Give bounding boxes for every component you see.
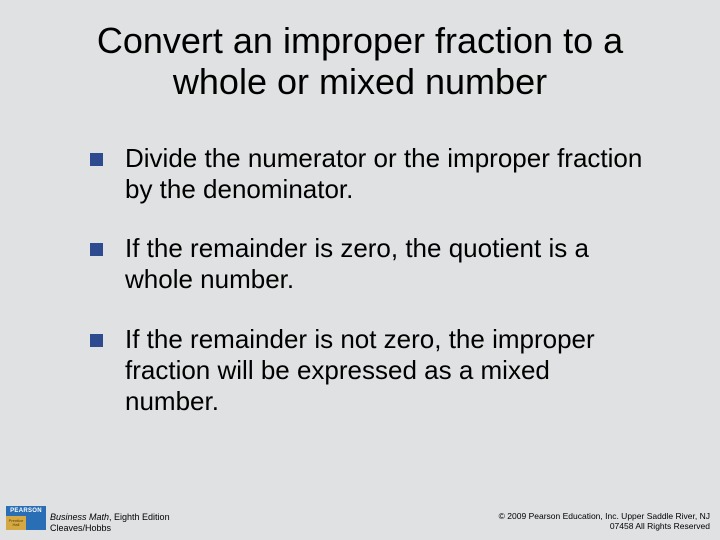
slide-title: Convert an improper fraction to a whole …	[0, 0, 720, 103]
logo-blue-block	[26, 516, 46, 530]
book-edition: , Eighth Edition	[109, 512, 170, 522]
bullet-square-icon	[90, 153, 103, 166]
slide: Convert an improper fraction to a whole …	[0, 0, 720, 540]
publisher-block: PEARSON Prentice Hall Business Math, Eig…	[6, 506, 170, 534]
pearson-sublogo: Prentice Hall	[6, 516, 46, 530]
bullet-square-icon	[90, 243, 103, 256]
list-item: If the remainder is zero, the quotient i…	[90, 233, 650, 295]
book-info: Business Math, Eighth Edition Cleaves/Ho…	[50, 512, 170, 534]
book-title: Business Math	[50, 512, 109, 522]
pearson-logo-icon: PEARSON Prentice Hall	[6, 506, 46, 534]
copyright-line1: © 2009 Pearson Education, Inc. Upper Sad…	[499, 511, 710, 522]
prentice-hall-text: Prentice Hall	[6, 519, 26, 527]
bullet-square-icon	[90, 334, 103, 347]
copyright: © 2009 Pearson Education, Inc. Upper Sad…	[499, 511, 710, 532]
bullet-text: If the remainder is zero, the quotient i…	[125, 233, 650, 295]
list-item: If the remainder is not zero, the improp…	[90, 324, 650, 418]
bullet-text: Divide the numerator or the improper fra…	[125, 143, 650, 205]
list-item: Divide the numerator or the improper fra…	[90, 143, 650, 205]
pearson-brand: PEARSON	[6, 506, 46, 516]
copyright-line2: 07458 All Rights Reserved	[499, 521, 710, 532]
prentice-hall-icon: Prentice Hall	[6, 516, 26, 530]
slide-footer: PEARSON Prentice Hall Business Math, Eig…	[0, 502, 720, 534]
book-authors: Cleaves/Hobbs	[50, 523, 170, 534]
bullet-text: If the remainder is not zero, the improp…	[125, 324, 650, 418]
slide-content: Divide the numerator or the improper fra…	[0, 103, 720, 417]
